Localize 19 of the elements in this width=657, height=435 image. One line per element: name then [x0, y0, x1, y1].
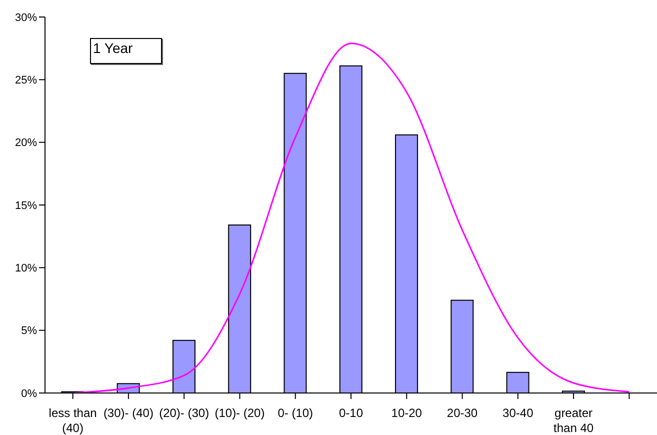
y-tick-label: 5% [21, 325, 38, 338]
y-tick-label: 15% [14, 200, 38, 212]
y-tick-label: 0% [21, 388, 38, 400]
x-tick-label: 20-30 [446, 406, 478, 420]
x-tick-label: (20)- (30) [159, 406, 210, 420]
x-tick-label: 0-10 [338, 406, 364, 420]
x-tick-label: (30)- (40) [103, 406, 154, 420]
y-tick-label: 25% [14, 74, 38, 87]
y-tick-label: 20% [14, 137, 38, 150]
x-tick-label: 10-20 [391, 406, 422, 420]
line-series [72, 42, 630, 393]
annotation: 1 Year [90, 38, 162, 64]
x-tick-label: less than (40) [48, 406, 97, 435]
x-tick-label: 0- (10) [278, 406, 314, 420]
x-tick-label: (10)- (20) [214, 406, 265, 420]
y-tick-label: 10% [14, 262, 38, 275]
x-tick-label: 30-40 [502, 406, 534, 420]
x-tick-label: greater than 40 [554, 406, 594, 435]
y-tick-label: 30% [14, 12, 38, 24]
